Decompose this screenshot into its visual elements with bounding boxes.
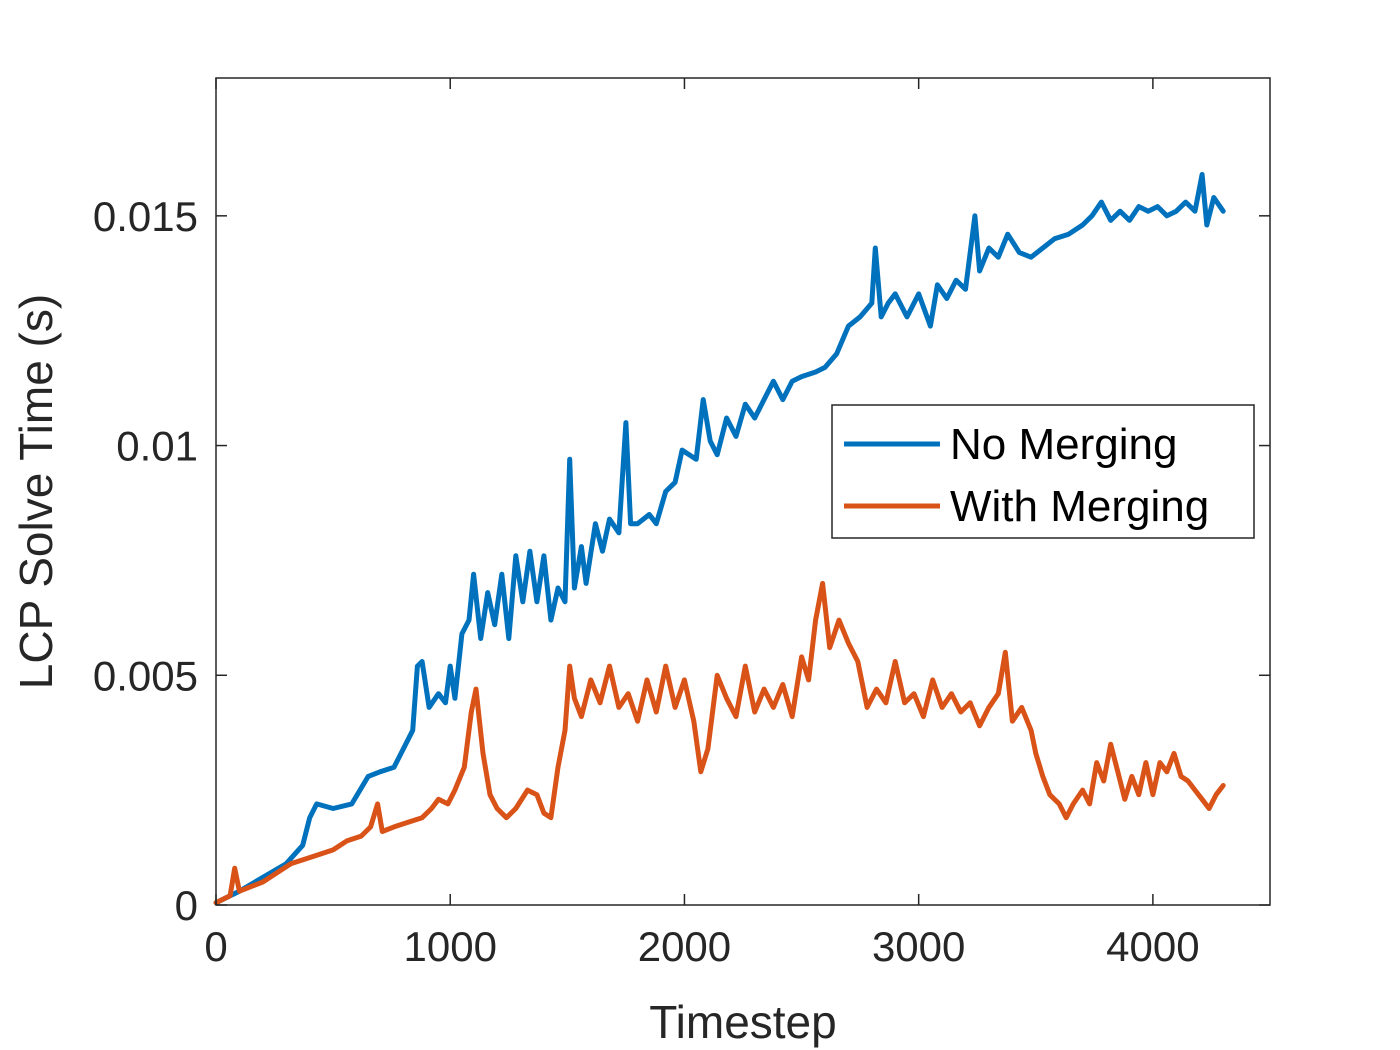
x-tick-label: 1000 — [404, 923, 497, 970]
x-tick-label: 2000 — [638, 923, 731, 970]
x-tick-label: 3000 — [872, 923, 965, 970]
x-axis-label: Timestep — [649, 996, 836, 1048]
axes: 0 1000 2000 3000 4000 0 0.005 0.01 0.015 Timestep… — [10, 77, 1271, 1048]
legend: No Merging With Merging — [831, 404, 1255, 539]
x-tick-label: 0 — [204, 923, 227, 970]
y-axis-label: LCP Solve Time (s) — [10, 294, 62, 689]
y-tick-label: 0.005 — [93, 652, 198, 699]
y-tick-label: 0.01 — [116, 423, 198, 470]
series-line-with-merging — [213, 580, 1226, 906]
series-line-no-merging — [213, 172, 1226, 906]
y-tick-label: 0 — [175, 882, 198, 929]
axes-box — [215, 77, 1271, 906]
y-tick-label: 0.015 — [93, 193, 198, 240]
legend-label: No Merging — [950, 420, 1177, 469]
x-tick-label: 4000 — [1106, 923, 1199, 970]
legend-label: With Merging — [950, 482, 1209, 531]
legend-box — [831, 404, 1255, 539]
plot-area — [213, 172, 1226, 906]
